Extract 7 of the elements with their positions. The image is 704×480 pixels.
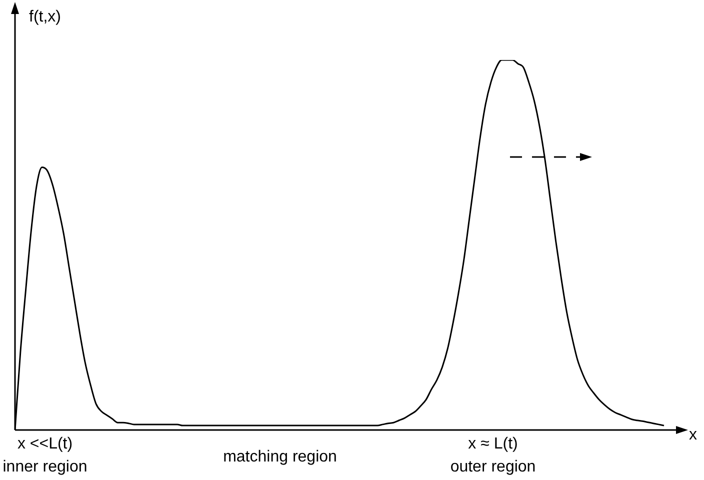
x-axis-title: x	[689, 426, 697, 444]
text: outer region	[450, 458, 536, 476]
text: inner region	[2, 458, 88, 476]
y-axis-title: f(t,x)	[29, 8, 61, 26]
text: x <<L(t)	[17, 435, 73, 452]
text: matching region	[223, 448, 337, 466]
text: x ≈ L(t)	[468, 435, 518, 452]
